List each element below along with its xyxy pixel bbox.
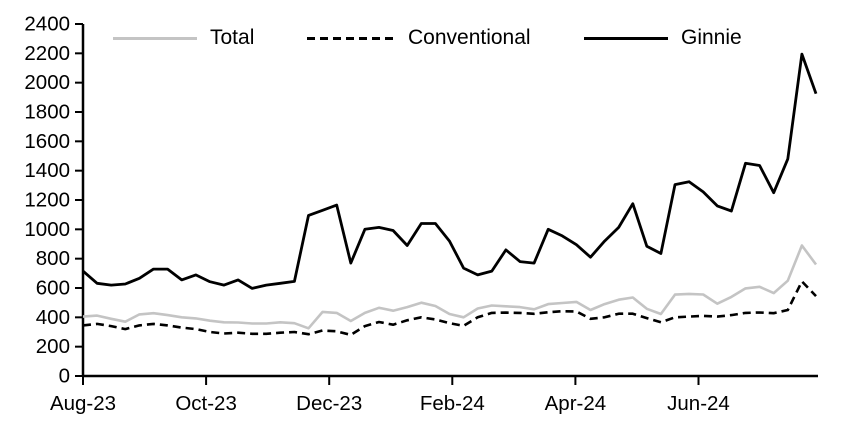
ginnie-line (82, 52, 818, 290)
y-tick-label: 1000 (24, 218, 70, 241)
y-tick-label: 600 (36, 277, 70, 300)
ginnie-line-swatch (584, 36, 668, 40)
y-tick-label: 0 (59, 365, 70, 388)
conventional-dashed-line-swatch (307, 36, 395, 40)
x-tick-label: Apr-24 (545, 392, 607, 415)
y-tick-label: 800 (36, 247, 70, 270)
x-tick-label: Oct-23 (175, 392, 237, 415)
y-tick-label: 2000 (24, 71, 70, 94)
y-tick-label: 1800 (24, 101, 70, 124)
x-tick-label: Aug-23 (50, 392, 116, 415)
legend-item-total: Total (113, 26, 254, 50)
y-tick-label: 400 (36, 306, 70, 329)
y-tick-label: 1400 (24, 159, 70, 182)
x-tick-label: Feb-24 (420, 392, 485, 415)
legend-item-conventional: Conventional (307, 26, 531, 50)
legend-label-ginnie: Ginnie (681, 26, 742, 49)
legend-label-conventional: Conventional (408, 26, 531, 49)
y-tick-label: 200 (36, 335, 70, 358)
conventional-line (82, 280, 817, 337)
legend-label-total: Total (210, 26, 255, 49)
total-line-swatch (113, 36, 197, 40)
x-tick-label: Dec-23 (296, 392, 362, 415)
y-tick-label: 2200 (24, 42, 70, 65)
y-tick-label: 1200 (24, 189, 70, 212)
y-tick-label: 1600 (24, 130, 70, 153)
x-tick-label: Jun-24 (667, 392, 730, 415)
y-tick-label: 2400 (24, 13, 70, 36)
total-line (82, 244, 818, 330)
legend-item-ginnie: Ginnie (584, 26, 742, 50)
